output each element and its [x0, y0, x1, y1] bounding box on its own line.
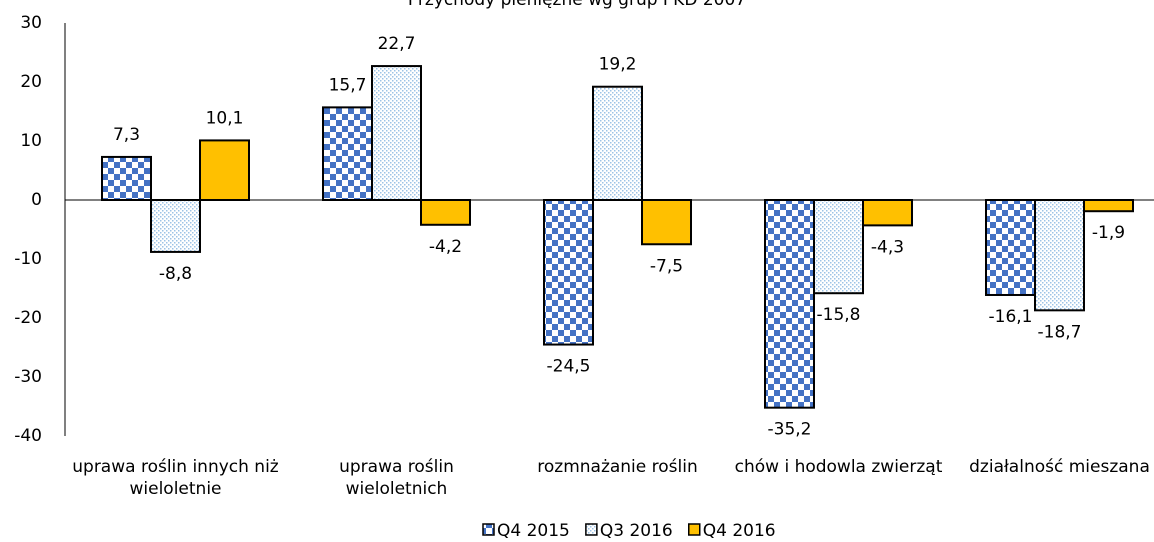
x-tick-label: chów i hodowla zwierząt — [734, 457, 943, 477]
y-tick-label: 30 — [20, 13, 42, 33]
x-tick-label: uprawa roślin wieloletnich — [339, 457, 454, 499]
bar — [1034, 199, 1085, 312]
bar — [420, 199, 471, 226]
bar — [1083, 199, 1134, 213]
legend-label: Q4 2015 — [497, 521, 570, 541]
data-label: 10,1 — [206, 108, 244, 128]
data-label: -16,1 — [989, 307, 1033, 327]
legend-label: Q3 2016 — [600, 521, 673, 541]
data-label: -18,7 — [1038, 322, 1082, 342]
data-label: 22,7 — [378, 34, 416, 54]
x-tick-label: rozmnażanie roślin — [537, 457, 698, 477]
bar — [641, 199, 692, 246]
legend-swatch — [688, 523, 701, 536]
y-tick-label: 20 — [20, 72, 42, 92]
bar — [150, 199, 201, 253]
bar — [101, 155, 152, 201]
data-label: -24,5 — [547, 357, 591, 377]
bar — [371, 65, 422, 201]
bar — [813, 199, 864, 295]
bar — [543, 199, 594, 346]
y-tick-label: 0 — [31, 190, 42, 210]
bar — [862, 199, 913, 227]
y-tick-label: -20 — [14, 308, 42, 328]
data-label: -4,3 — [871, 237, 904, 257]
data-label: -8,8 — [159, 264, 192, 284]
data-label: -1,9 — [1092, 223, 1125, 243]
data-label: -15,8 — [817, 305, 861, 325]
data-label: 15,7 — [329, 75, 367, 95]
legend-swatch — [482, 523, 495, 536]
bar — [985, 199, 1036, 296]
bar — [592, 85, 643, 201]
data-label: 7,3 — [113, 125, 140, 145]
data-label: -35,2 — [768, 420, 812, 440]
data-label: 19,2 — [599, 55, 637, 75]
bar — [764, 199, 815, 409]
x-tick-label: uprawa roślin innych niż wieloletnie — [72, 457, 279, 499]
chart-title: Przychody pieniężne wg grup PKD 2007 — [408, 0, 746, 10]
x-tick-label: działalność mieszana — [969, 457, 1150, 477]
data-label: -7,5 — [650, 256, 683, 276]
y-tick-label: -10 — [14, 249, 42, 269]
legend-swatch — [585, 523, 598, 536]
legend-label: Q4 2016 — [703, 521, 776, 541]
bar — [199, 139, 250, 202]
y-tick-label: 10 — [20, 131, 42, 151]
y-tick-label: -30 — [14, 367, 42, 387]
y-tick-label: -40 — [14, 426, 42, 446]
bar — [322, 106, 373, 201]
data-label: -4,2 — [429, 237, 462, 257]
